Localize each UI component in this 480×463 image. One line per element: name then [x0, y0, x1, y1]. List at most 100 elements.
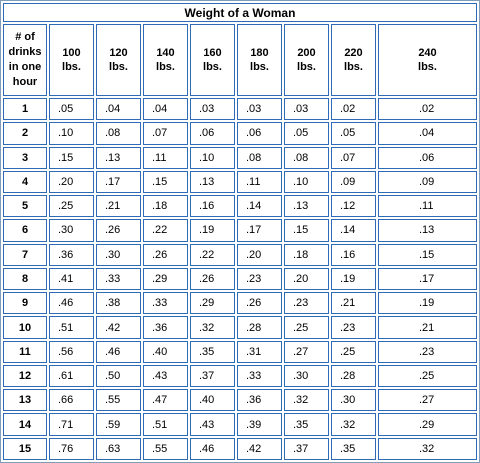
drinks-count-cell: 7 [3, 243, 47, 266]
bac-value-cell: .51 [143, 413, 188, 436]
bac-value-cell: .46 [96, 340, 141, 363]
bac-value-cell: .41 [49, 267, 94, 291]
bac-value-cell: .17 [378, 267, 477, 291]
bac-value-cell: .29 [190, 292, 235, 315]
bac-value-cell: .12 [331, 195, 376, 218]
bac-value-cell: .26 [237, 292, 282, 315]
table-row: 4.20.17.15.13.11.10.09.09 [3, 170, 477, 194]
bac-value-cell: .06 [237, 122, 282, 145]
table-row: 11.56.46.40.35.31.27.25.23 [3, 340, 477, 363]
table-row: 14.71.59.51.43.39.35.32.29 [3, 413, 477, 436]
table-row: 12.61.50.43.37.33.30.28.25 [3, 364, 477, 388]
drinks-count-cell: 11 [3, 340, 47, 363]
bac-value-cell: .13 [190, 170, 235, 194]
bac-value-cell: .30 [96, 243, 141, 266]
bac-value-cell: .02 [378, 98, 477, 121]
drinks-count-cell: 15 [3, 437, 47, 460]
weight-value: 220 [344, 47, 363, 59]
bac-value-cell: .15 [378, 243, 477, 266]
bac-value-cell: .21 [96, 195, 141, 218]
bac-value-cell: .19 [190, 219, 235, 242]
weight-value: 100 [62, 47, 81, 59]
bac-value-cell: .21 [378, 316, 477, 339]
bac-value-cell: .20 [237, 243, 282, 266]
bac-value-cell: .30 [49, 219, 94, 242]
bac-value-cell: .07 [331, 146, 376, 169]
bac-value-cell: .23 [237, 267, 282, 291]
corner-header-line: hour [12, 76, 38, 88]
bac-value-cell: .11 [378, 195, 477, 218]
bac-value-cell: .11 [143, 146, 188, 169]
weight-value: 120 [109, 47, 128, 59]
bac-value-cell: .04 [96, 98, 141, 121]
weight-value: 200 [297, 47, 316, 59]
weight-header: 180 lbs. [237, 24, 282, 96]
bac-value-cell: .10 [49, 122, 94, 145]
bac-value-cell: .59 [96, 413, 141, 436]
drinks-count-cell: 1 [3, 98, 47, 121]
corner-header-line: in one [8, 61, 42, 73]
weight-unit: lbs. [297, 61, 316, 73]
bac-value-cell: .14 [237, 195, 282, 218]
bac-value-cell: .03 [237, 98, 282, 121]
bac-value-cell: .55 [143, 437, 188, 460]
weight-header: 220 lbs. [331, 24, 376, 96]
weight-unit: lbs. [418, 61, 437, 73]
bac-value-cell: .35 [190, 340, 235, 363]
bac-value-cell: .22 [190, 243, 235, 266]
drinks-count-cell: 14 [3, 413, 47, 436]
bac-value-cell: .19 [378, 292, 477, 315]
bac-value-cell: .13 [284, 195, 329, 218]
bac-value-cell: .63 [96, 437, 141, 460]
bac-value-cell: .15 [49, 146, 94, 169]
bac-value-cell: .23 [331, 316, 376, 339]
bac-value-cell: .42 [237, 437, 282, 460]
bac-value-cell: .17 [96, 170, 141, 194]
bac-value-cell: .15 [143, 170, 188, 194]
weight-header: 200 lbs. [284, 24, 329, 96]
bac-value-cell: .35 [331, 437, 376, 460]
bac-value-cell: .09 [331, 170, 376, 194]
drinks-count-cell: 3 [3, 146, 47, 169]
bac-value-cell: .33 [96, 267, 141, 291]
bac-value-cell: .40 [143, 340, 188, 363]
drinks-count-cell: 12 [3, 364, 47, 388]
table-row: 5.25.21.18.16.14.13.12.11 [3, 195, 477, 218]
weight-unit: lbs. [156, 61, 175, 73]
bac-value-cell: .36 [143, 316, 188, 339]
bac-value-cell: .76 [49, 437, 94, 460]
bac-value-cell: .33 [143, 292, 188, 315]
bac-value-cell: .06 [190, 122, 235, 145]
bac-value-cell: .07 [143, 122, 188, 145]
bac-value-cell: .37 [284, 437, 329, 460]
bac-value-cell: .29 [143, 267, 188, 291]
weight-unit: lbs. [203, 61, 222, 73]
drinks-count-cell: 10 [3, 316, 47, 339]
bac-value-cell: .10 [190, 146, 235, 169]
bac-value-cell: .32 [378, 437, 477, 460]
bac-value-cell: .04 [143, 98, 188, 121]
bac-value-cell: .32 [331, 413, 376, 436]
table-body: 1.05.04.04.03.03.03.02.02 2.10.08.07.06.0… [3, 98, 477, 460]
bac-value-cell: .13 [96, 146, 141, 169]
bac-value-cell: .31 [237, 340, 282, 363]
weight-header: 240 lbs. [378, 24, 477, 96]
corner-header-line: drinks [8, 46, 42, 58]
corner-header-line: # of [15, 31, 35, 43]
weight-header: 100 lbs. [49, 24, 94, 96]
table-row: 8.41.33.29.26.23.20.19.17 [3, 267, 477, 291]
bac-value-cell: .25 [284, 316, 329, 339]
bac-value-cell: .38 [96, 292, 141, 315]
bac-value-cell: .05 [331, 122, 376, 145]
bac-value-cell: .09 [378, 170, 477, 194]
weight-header: 140 lbs. [143, 24, 188, 96]
bac-value-cell: .36 [49, 243, 94, 266]
bac-value-cell: .16 [190, 195, 235, 218]
bac-value-cell: .17 [237, 219, 282, 242]
drinks-count-cell: 4 [3, 170, 47, 194]
bac-value-cell: .35 [284, 413, 329, 436]
bac-value-cell: .27 [378, 389, 477, 412]
bac-value-cell: .30 [331, 389, 376, 412]
bac-value-cell: .16 [331, 243, 376, 266]
